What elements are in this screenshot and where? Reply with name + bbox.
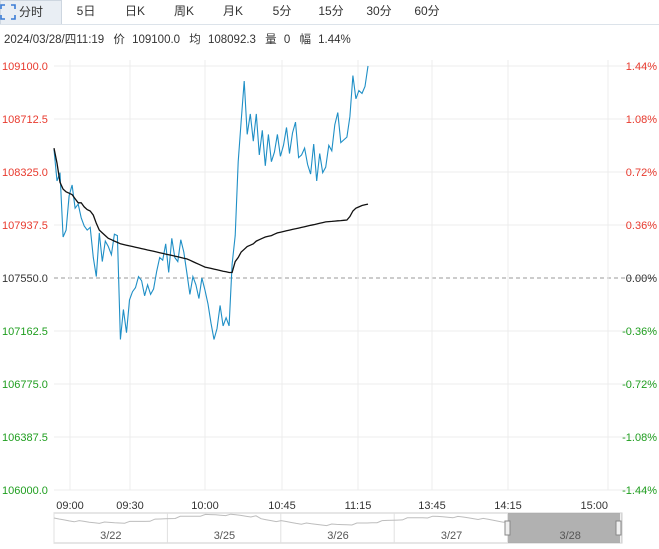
y-tick-label: 109100.0 — [2, 61, 48, 73]
x-tick-label: 09:00 — [56, 500, 84, 512]
price-label: 价 — [113, 34, 125, 46]
price-value: 109100.0 — [132, 34, 181, 46]
navigator-series — [53, 513, 509, 527]
y-right-tick-label: -1.08% — [622, 432, 657, 444]
quote-datetime: 2024/03/28/四11:19 — [4, 34, 105, 46]
navigator-day-label: 3/25 — [214, 530, 235, 542]
x-tick-label: 11:15 — [345, 500, 372, 512]
tab-weekly-k[interactable]: 周K — [173, 4, 194, 18]
y-right-tick-label: 1.08% — [626, 114, 657, 126]
y-tick-label: 106775.0 — [2, 379, 48, 391]
y-tick-label: 107162.5 — [2, 326, 48, 338]
tab-60-min[interactable]: 60分 — [414, 4, 440, 18]
price-line — [53, 65, 369, 340]
expand-icon[interactable] — [0, 4, 16, 20]
tab-15-min[interactable]: 15分 — [318, 4, 344, 18]
navigator-handle-right — [615, 520, 622, 536]
y-tick-label: 107937.5 — [2, 220, 48, 232]
change-value: 1.44% — [318, 34, 351, 46]
navigator-day-label: 3/27 — [441, 530, 462, 542]
tab-5-min[interactable]: 5分 — [272, 4, 292, 18]
y-right-tick-label: -0.36% — [622, 326, 657, 338]
navigator-day-label: 3/28 — [559, 530, 580, 542]
y-right-tick-label: 1.44% — [626, 61, 657, 73]
volume-label: 量 — [265, 34, 277, 46]
y-tick-label: 106000.0 — [2, 485, 48, 497]
y-right-tick-label: -1.44% — [622, 485, 657, 497]
tab-intraday[interactable]: 分时 — [0, 0, 62, 24]
y-right-tick-label: -0.72% — [622, 379, 657, 391]
quote-info-bar: 2024/03/28/四11:19 价 109100.0 均 108092.3 … — [4, 31, 351, 47]
y-tick-label: 108325.0 — [2, 167, 48, 179]
tab-monthly-k[interactable]: 月K — [222, 4, 243, 18]
x-tick-label: 10:00 — [191, 500, 219, 512]
volume-value: 0 — [283, 34, 291, 46]
tab-daily-k[interactable]: 日K — [124, 4, 145, 18]
x-tick-label: 13:45 — [418, 500, 446, 512]
navigator-day-label: 3/22 — [100, 530, 121, 542]
navigator-handle-left — [504, 520, 511, 536]
y-right-tick-label: 0.00% — [626, 273, 657, 285]
y-tick-label: 108712.5 — [2, 114, 48, 126]
x-tick-label: 14:15 — [494, 500, 522, 512]
x-tick-label: 09:30 — [116, 500, 144, 512]
tab-30-min[interactable]: 30分 — [366, 4, 392, 18]
avg-label: 均 — [189, 34, 201, 46]
x-tick-label: 10:45 — [268, 500, 296, 512]
average-price-line — [53, 147, 369, 274]
x-tick-label: 15:00 — [580, 500, 608, 512]
avg-value: 108092.3 — [207, 34, 256, 46]
y-tick-label: 106387.5 — [2, 432, 48, 444]
tab-5-day[interactable]: 5日 — [76, 4, 96, 18]
y-right-tick-label: 0.36% — [626, 220, 657, 232]
navigator-selection — [508, 513, 620, 543]
period-tab-bar: 分时 5日 日K 周K 月K 5分 15分 30分 60分 — [0, 0, 659, 25]
change-label: 幅 — [299, 34, 311, 46]
y-right-tick-label: 0.72% — [626, 167, 657, 179]
navigator-day-label: 3/26 — [327, 530, 348, 542]
y-tick-label: 107550.0 — [2, 273, 48, 285]
